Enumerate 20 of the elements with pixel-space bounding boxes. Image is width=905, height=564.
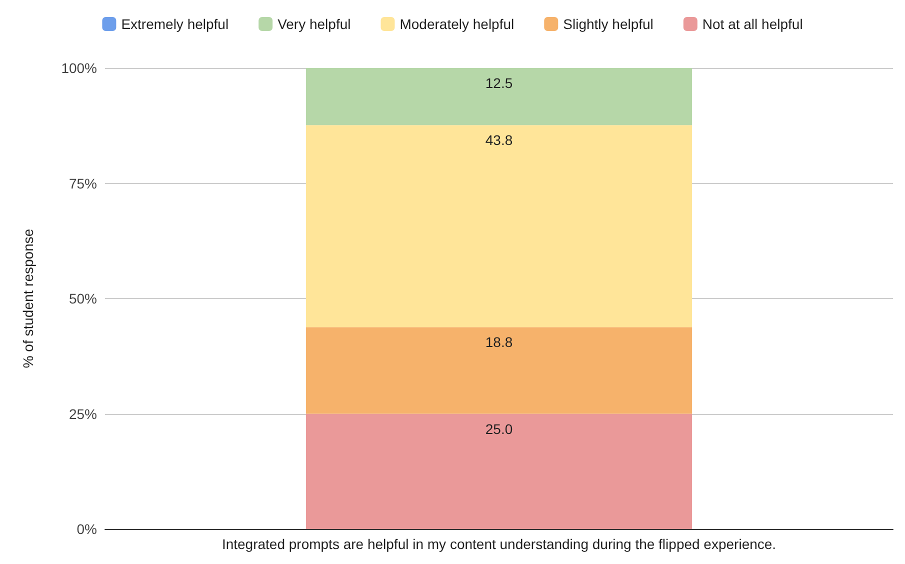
legend-label: Extremely helpful xyxy=(121,16,229,32)
legend-label: Slightly helpful xyxy=(563,16,654,32)
data-label: 18.8 xyxy=(485,334,513,350)
legend-label: Not at all helpful xyxy=(702,16,803,32)
y-tick-label: 100% xyxy=(61,60,97,76)
y-tick-label: 0% xyxy=(76,521,97,537)
x-tick-label: Integrated prompts are helpful in my content understanding during the flipped experience. xyxy=(222,536,776,552)
bar xyxy=(306,125,692,328)
y-tick-label: 75% xyxy=(68,175,97,192)
data-label: 12.5 xyxy=(485,75,513,91)
legend-label: Moderately helpful xyxy=(400,16,514,32)
y-axis-title: % of student response xyxy=(20,228,36,368)
data-label: 25.0 xyxy=(485,420,513,437)
bar xyxy=(306,68,692,126)
legend-label: Very helpful xyxy=(278,16,351,32)
y-tick-label: 25% xyxy=(68,406,97,422)
y-tick-label: 50% xyxy=(68,290,97,306)
bar xyxy=(306,414,692,529)
bar xyxy=(306,327,692,414)
data-label: 43.8 xyxy=(485,132,513,148)
